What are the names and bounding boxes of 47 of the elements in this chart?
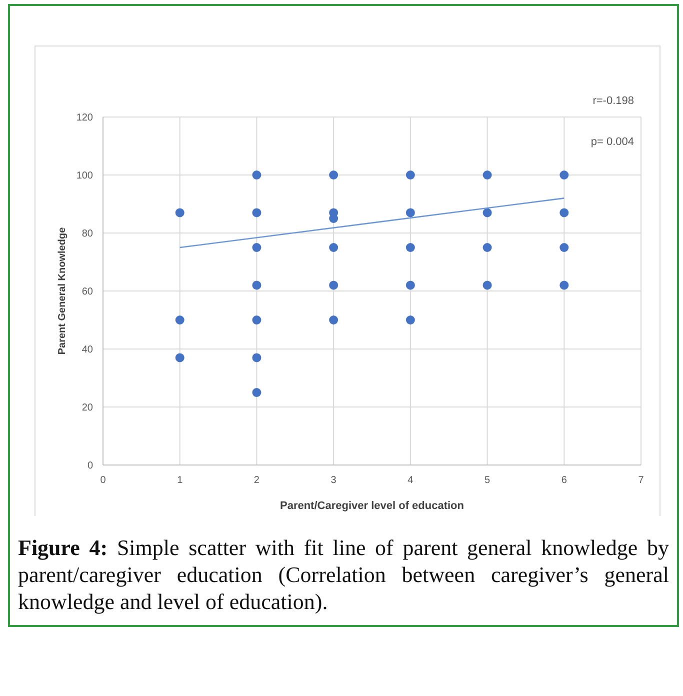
point <box>252 316 262 324</box>
point <box>175 316 184 324</box>
y-tick-label: 40 <box>82 344 94 356</box>
y-tick-label: 80 <box>82 228 94 240</box>
x-tick-label: 5 <box>484 475 491 486</box>
point <box>252 208 262 218</box>
point <box>252 243 262 252</box>
x-tick-label: 4 <box>408 475 414 486</box>
point <box>482 243 492 252</box>
point <box>482 280 492 290</box>
point <box>252 388 262 397</box>
point <box>560 243 569 252</box>
x-tick-label: 2 <box>254 475 260 486</box>
x-axis-title: Parent/Caregiver level of education <box>280 500 464 512</box>
x-tick-label: 0 <box>100 475 106 486</box>
y-tick-label: 0 <box>87 460 94 472</box>
caption: Figure 4: Simple scatter with fit line of parent general knowledge by parent/caregiver education (Correlation between caregiver’s general knowledge and level of education). <box>17 534 670 616</box>
point <box>252 353 262 362</box>
y-axis-title: Parent General Knowledge <box>57 226 68 355</box>
point <box>252 170 262 180</box>
x-tick-label: 7 <box>638 475 644 486</box>
point <box>175 208 184 218</box>
y-tick-label: 20 <box>82 402 94 414</box>
y-tick-label: 60 <box>82 286 94 298</box>
text: r=-0.198 <box>592 95 634 107</box>
point <box>560 208 569 218</box>
point <box>329 243 338 252</box>
point <box>406 170 415 180</box>
y-tick-label: 100 <box>76 170 94 182</box>
point <box>406 243 415 252</box>
x-tick-label: 6 <box>561 475 568 486</box>
point <box>406 208 415 218</box>
point <box>406 316 415 324</box>
point <box>560 170 569 180</box>
x-tick-label: 1 <box>177 475 184 486</box>
point <box>482 208 492 218</box>
point <box>175 353 184 362</box>
point <box>252 280 262 290</box>
y-tick-label: 120 <box>76 112 94 124</box>
point <box>482 170 492 180</box>
point <box>329 170 338 180</box>
x-tick-label: 3 <box>330 475 337 486</box>
point <box>329 280 338 290</box>
point <box>406 280 415 290</box>
point <box>329 316 338 324</box>
point <box>560 280 569 290</box>
annotation: p= 0.004 <box>590 136 634 148</box>
